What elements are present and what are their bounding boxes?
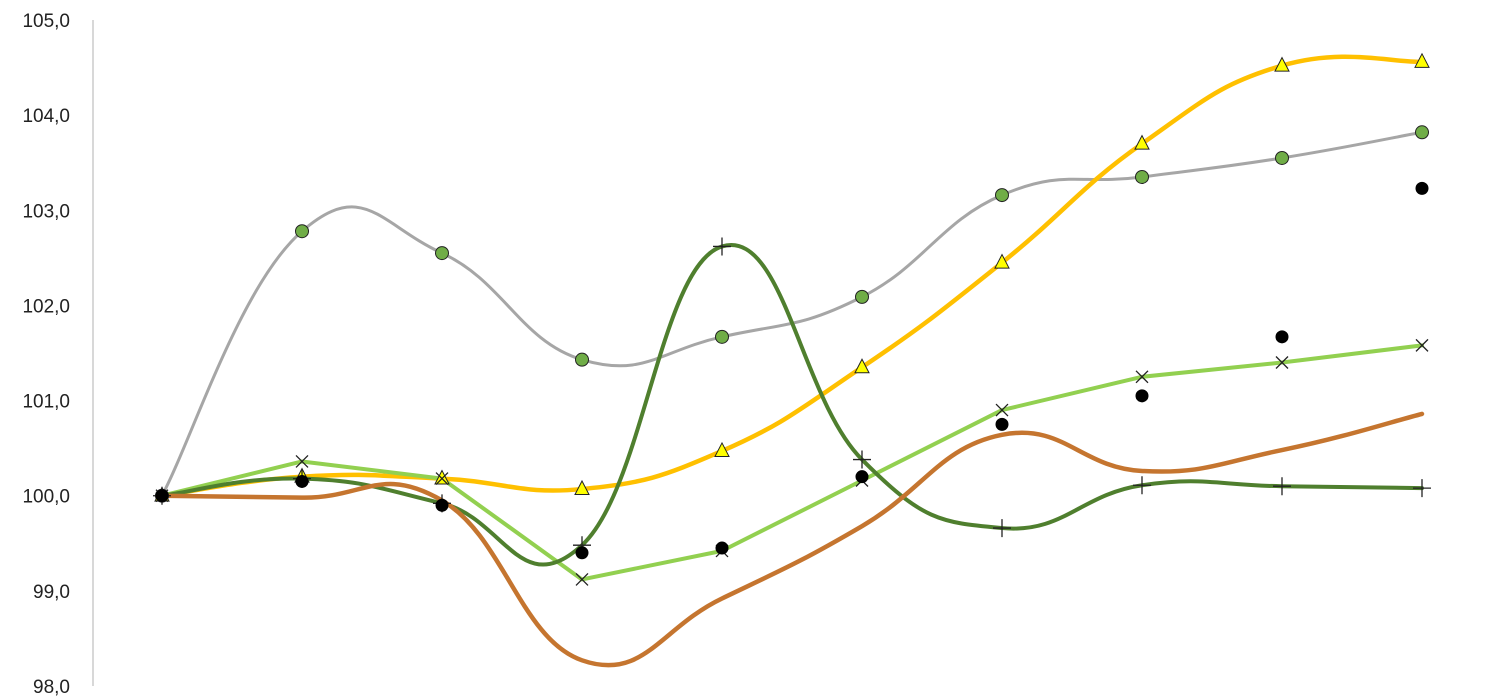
series-1-point (1415, 125, 1429, 140)
series-5-line (159, 411, 1425, 668)
series-3-point (995, 403, 1009, 417)
series-2-point (1414, 52, 1430, 68)
series-6-point (155, 489, 169, 503)
series-3-point (295, 455, 309, 468)
series-2-point (854, 358, 870, 374)
series-1-point (1275, 150, 1289, 165)
series-3-point (435, 472, 449, 486)
series-3-point (575, 572, 589, 586)
series-2-point (434, 469, 450, 485)
series-6-point (1415, 181, 1429, 195)
y-axis-ticks: 98,0 99,0 100,0 101,0 102,0 103,0 104,0 105,0 (22, 11, 70, 698)
series-2-point (1134, 134, 1150, 150)
y-tick-label: 103,0 (22, 201, 70, 222)
series-4-point (853, 450, 871, 469)
series-6-point (995, 417, 1009, 431)
y-tick-label: 99,0 (33, 582, 70, 603)
series-1-point (435, 246, 449, 261)
series-4-point (993, 519, 1011, 538)
series-6-point (295, 474, 309, 488)
series-6-point (855, 470, 869, 484)
series-2-point (714, 441, 730, 457)
series-2-point (994, 253, 1010, 269)
series-2-line (159, 54, 1425, 498)
series-6-point (435, 498, 449, 512)
y-tick-label: 105,0 (22, 11, 70, 32)
series-3-point (1275, 356, 1289, 369)
series-6-point (575, 546, 589, 560)
series-2-point (574, 479, 590, 496)
series-lines (159, 54, 1425, 668)
y-tick-label: 104,0 (22, 106, 70, 127)
series-4-point (713, 237, 731, 256)
series-3-point (1415, 338, 1429, 352)
y-tick-label: 102,0 (22, 296, 70, 317)
series-1-line (160, 130, 1424, 498)
series-4-point (1273, 477, 1291, 496)
series-4-point (1133, 476, 1151, 495)
series-1-point (575, 352, 589, 367)
series-1-point (855, 289, 869, 304)
series-6-point (715, 541, 729, 555)
series-1-point (715, 329, 729, 344)
series-1-point (995, 188, 1009, 203)
y-tick-label: 101,0 (22, 392, 70, 413)
series-2-point (1274, 56, 1290, 72)
series-6-point (1135, 389, 1149, 403)
series-markers (153, 52, 1431, 586)
series-3-point (1135, 370, 1149, 384)
series-4-line (160, 243, 1424, 567)
series-1-point (295, 224, 309, 239)
y-tick-label: 98,0 (33, 677, 70, 698)
y-tick-label: 100,0 (22, 487, 70, 508)
series-4-point (1413, 479, 1431, 498)
series-6-point (1275, 330, 1289, 344)
series-3-line (160, 343, 1424, 582)
series-1-point (1135, 169, 1149, 184)
